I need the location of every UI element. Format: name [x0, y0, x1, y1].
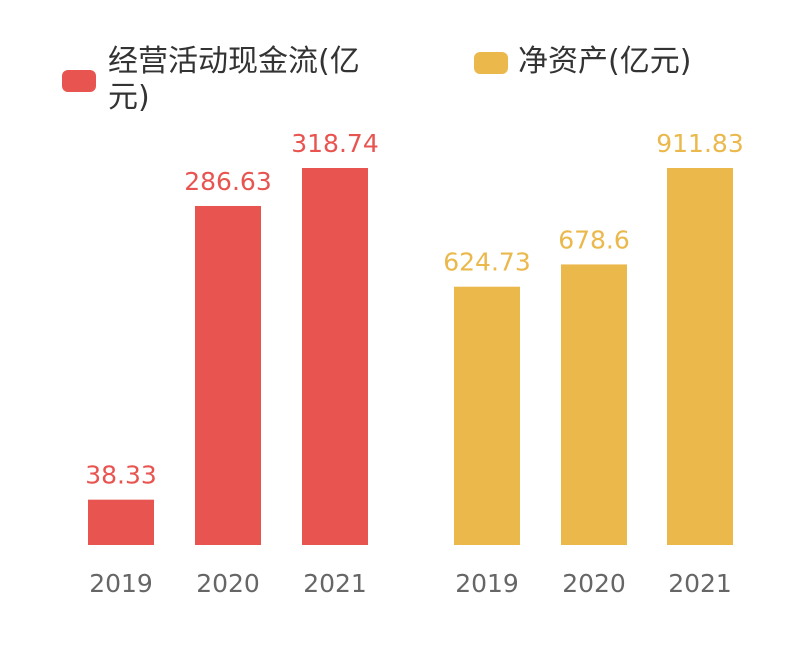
value-label-cash-flow-2020: 286.63	[184, 167, 271, 196]
legend-swatch-net-assets	[474, 52, 508, 74]
x-tick-cash-flow-2020: 2020	[196, 569, 260, 598]
value-label-cash-flow-2021: 318.74	[291, 129, 378, 158]
x-tick-net-assets-2021: 2021	[668, 569, 732, 598]
x-tick-net-assets-2019: 2019	[455, 569, 519, 598]
legend-swatch-cash-flow	[62, 70, 96, 92]
x-tick-cash-flow-2019: 2019	[89, 569, 153, 598]
bar-cash-flow-2020	[195, 205, 261, 546]
bar-cash-flow-2019	[88, 499, 154, 545]
value-label-cash-flow-2019: 38.33	[85, 461, 157, 490]
value-label-net-assets-2019: 624.73	[443, 248, 530, 277]
bar-net-assets-2021	[667, 168, 733, 545]
bar-net-assets-2019	[454, 286, 520, 545]
legend-label-net-assets: 净资产(亿元)	[518, 44, 692, 79]
legend-label-cash-flow: 经营活动现金流(亿元)	[108, 44, 360, 115]
bar-net-assets-2020	[561, 264, 627, 545]
value-label-net-assets-2021: 911.83	[656, 129, 743, 158]
value-label-net-assets-2020: 678.6	[558, 225, 630, 254]
x-tick-cash-flow-2021: 2021	[303, 569, 367, 598]
x-tick-net-assets-2020: 2020	[562, 569, 626, 598]
bar-cash-flow-2021	[302, 168, 368, 545]
